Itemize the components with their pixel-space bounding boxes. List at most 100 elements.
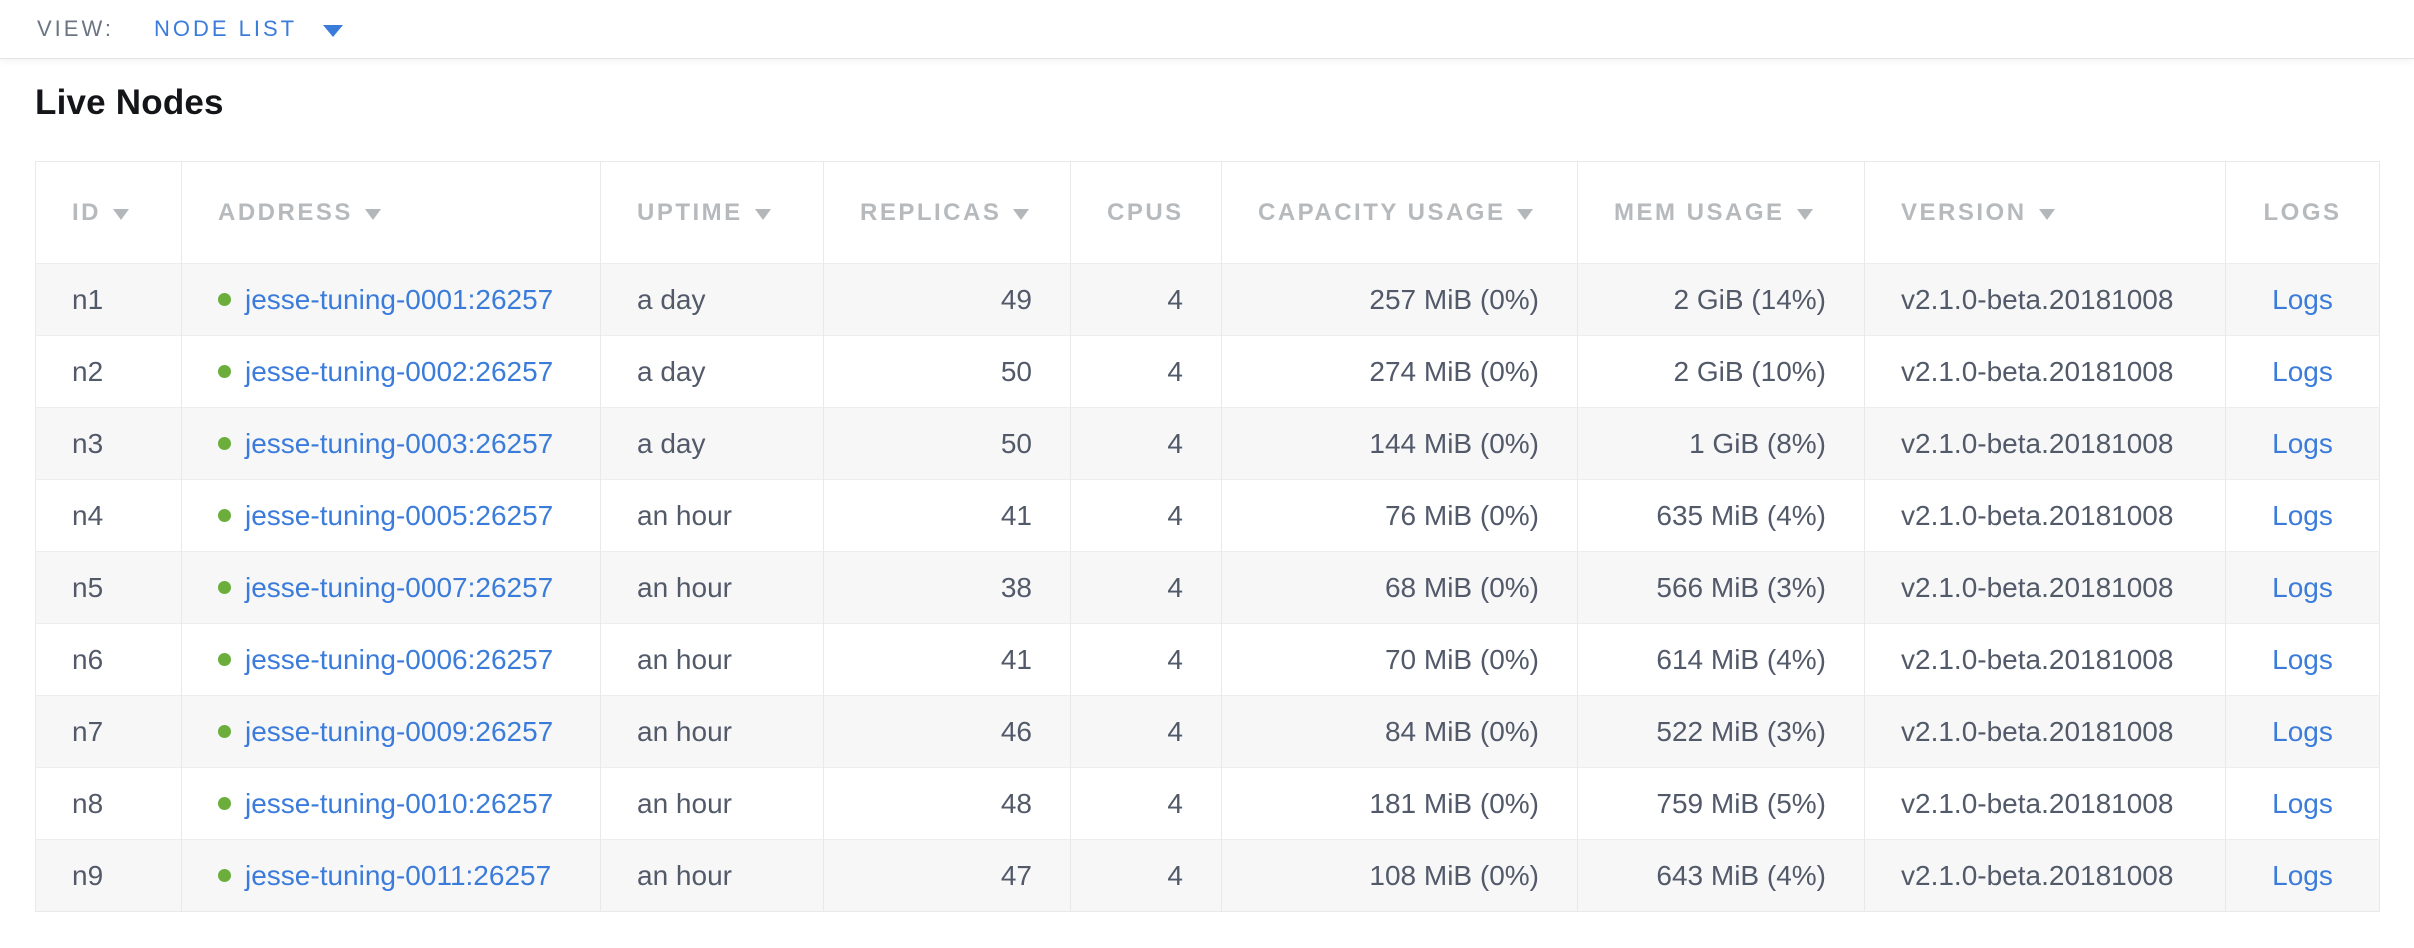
node-live-status-icon [218,364,231,378]
cell-capacity: 84 MiB (0%) [1221,695,1578,768]
node-logs-link[interactable]: Logs [2272,571,2333,603]
cell-uptime: an hour [600,623,824,696]
cell-uptime: a day [600,263,824,336]
chevron-down-icon [323,24,344,37]
cell-capacity: 257 MiB (0%) [1221,263,1578,336]
cell-replicas: 38 [823,551,1071,624]
node-address-link[interactable]: jesse-tuning-0009:26257 [245,715,554,747]
cell-address: jesse-tuning-0009:26257 [181,695,601,768]
cell-cpus: 4 [1070,479,1222,552]
column-header-version[interactable]: VERSION [1864,161,2226,264]
table-header-row: ID ADDRESS UPTIME REPLICAS CPUS CAPACITY… [35,161,2380,264]
node-logs-link[interactable]: Logs [2272,283,2333,315]
cell-id: n2 [35,335,182,408]
cell-cpus: 4 [1070,623,1222,696]
cell-logs: Logs [2225,695,2380,768]
cell-version: v2.1.0-beta.20181008 [1864,623,2226,696]
cell-cpus: 4 [1070,695,1222,768]
cell-version: v2.1.0-beta.20181008 [1864,839,2226,912]
node-live-status-icon [218,508,231,522]
node-address-link[interactable]: jesse-tuning-0003:26257 [245,427,554,459]
column-header-mem-usage[interactable]: MEM USAGE [1577,161,1865,264]
node-logs-link[interactable]: Logs [2272,715,2333,747]
cell-uptime: a day [600,407,824,480]
node-address-link[interactable]: jesse-tuning-0001:26257 [245,283,554,315]
column-header-capacity-usage[interactable]: CAPACITY USAGE [1221,161,1578,264]
table-row: n7 jesse-tuning-0009:26257 an hour 46 4 84 Mi… [35,695,2380,768]
cell-address: jesse-tuning-0001:26257 [181,263,601,336]
view-dropdown[interactable]: NODE LIST [154,16,344,42]
cell-version: v2.1.0-beta.20181008 [1864,335,2226,408]
cell-mem: 2 GiB (14%) [1577,263,1865,336]
table-row: n9 jesse-tuning-0011:26257 an hour 47 4 108 M… [35,839,2380,912]
table-row: n3 jesse-tuning-0003:26257 a day 50 4 144 MiB… [35,407,2380,480]
view-selector-bar: VIEW: NODE LIST [0,0,2414,59]
cell-id: n9 [35,839,182,912]
node-address-link[interactable]: jesse-tuning-0011:26257 [245,859,552,891]
cell-cpus: 4 [1070,767,1222,840]
node-logs-link[interactable]: Logs [2272,643,2333,675]
table-row: n1 jesse-tuning-0001:26257 a day 49 4 257 MiB… [35,263,2380,336]
cell-capacity: 76 MiB (0%) [1221,479,1578,552]
nodes-table-body: n1 jesse-tuning-0001:26257 a day 49 4 257 MiB… [35,263,2380,912]
cell-logs: Logs [2225,263,2380,336]
view-label: VIEW: [37,16,114,41]
cell-mem: 643 MiB (4%) [1577,839,1865,912]
cell-address: jesse-tuning-0005:26257 [181,479,601,552]
node-address-link[interactable]: jesse-tuning-0002:26257 [245,355,554,387]
column-header-uptime[interactable]: UPTIME [600,161,824,264]
node-live-status-icon [218,652,231,666]
node-address-link[interactable]: jesse-tuning-0006:26257 [245,643,554,675]
node-logs-link[interactable]: Logs [2272,355,2333,387]
cell-version: v2.1.0-beta.20181008 [1864,767,2226,840]
cell-address: jesse-tuning-0011:26257 [181,839,601,912]
cell-logs: Logs [2225,839,2380,912]
cell-logs: Logs [2225,479,2380,552]
cell-mem: 759 MiB (5%) [1577,767,1865,840]
node-address-link[interactable]: jesse-tuning-0005:26257 [245,499,554,531]
sort-desc-icon [113,208,129,220]
cell-logs: Logs [2225,407,2380,480]
sort-desc-icon [754,208,771,220]
cell-replicas: 50 [823,335,1071,408]
node-live-status-icon [218,436,231,450]
sort-desc-icon [2038,208,2055,220]
sort-desc-icon [1013,208,1030,220]
cell-cpus: 4 [1070,839,1222,912]
cell-version: v2.1.0-beta.20181008 [1864,479,2226,552]
cell-cpus: 4 [1070,407,1222,480]
cell-id: n6 [35,623,182,696]
cell-replicas: 46 [823,695,1071,768]
cell-replicas: 47 [823,839,1071,912]
cell-address: jesse-tuning-0010:26257 [181,767,601,840]
node-logs-link[interactable]: Logs [2272,859,2333,891]
cell-logs: Logs [2225,551,2380,624]
column-header-id[interactable]: ID [35,161,182,264]
cell-capacity: 68 MiB (0%) [1221,551,1578,624]
table-row: n5 jesse-tuning-0007:26257 an hour 38 4 68 Mi… [35,551,2380,624]
cell-logs: Logs [2225,767,2380,840]
cell-address: jesse-tuning-0002:26257 [181,335,601,408]
node-live-status-icon [218,724,231,738]
column-header-address[interactable]: ADDRESS [181,161,601,264]
cell-cpus: 4 [1070,551,1222,624]
node-live-status-icon [218,796,231,810]
cell-replicas: 49 [823,263,1071,336]
node-address-link[interactable]: jesse-tuning-0010:26257 [245,787,554,819]
cell-address: jesse-tuning-0007:26257 [181,551,601,624]
node-logs-link[interactable]: Logs [2272,787,2333,819]
cell-mem: 635 MiB (4%) [1577,479,1865,552]
cell-uptime: an hour [600,767,824,840]
cell-cpus: 4 [1070,335,1222,408]
cell-mem: 2 GiB (10%) [1577,335,1865,408]
cell-address: jesse-tuning-0006:26257 [181,623,601,696]
column-header-replicas[interactable]: REPLICAS [823,161,1071,264]
cell-version: v2.1.0-beta.20181008 [1864,263,2226,336]
node-logs-link[interactable]: Logs [2272,499,2333,531]
cell-mem: 566 MiB (3%) [1577,551,1865,624]
cell-id: n3 [35,407,182,480]
node-address-link[interactable]: jesse-tuning-0007:26257 [245,571,554,603]
node-logs-link[interactable]: Logs [2272,427,2333,459]
cell-uptime: an hour [600,695,824,768]
live-nodes-table: ID ADDRESS UPTIME REPLICAS CPUS CAPACITY… [35,161,2380,912]
